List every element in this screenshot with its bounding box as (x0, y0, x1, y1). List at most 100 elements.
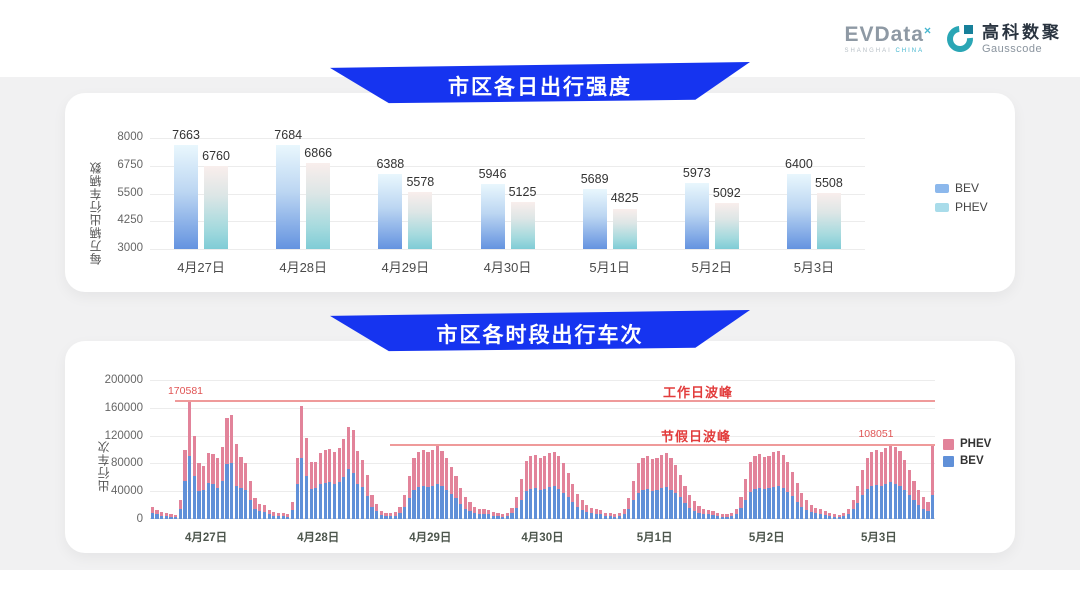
stacked-bar-bev (571, 502, 575, 519)
stacked-bar-bev (683, 503, 687, 519)
stacked-bar-bev (417, 487, 421, 519)
stacked-bar-bev (884, 484, 888, 519)
stacked-bar-bev (627, 508, 631, 519)
phev-swatch-icon (935, 202, 949, 212)
stacked-bar-bev (365, 496, 369, 519)
stacked-bar-bev (309, 489, 313, 519)
stacked-bar-phev (795, 482, 799, 502)
legend-item-phev[interactable]: PHEV (943, 438, 991, 450)
stacked-bar-bev (823, 514, 827, 519)
stacked-bar-phev (571, 484, 575, 503)
stacked-bar-phev (169, 514, 173, 517)
holiday-peak-line (390, 443, 935, 446)
stacked-bar-phev (753, 456, 757, 490)
evdata-logo-text: EVData× (844, 24, 931, 45)
stacked-bar-bev (636, 492, 640, 519)
x-tick-label: 4月28日 (297, 532, 340, 544)
stacked-bar-phev (225, 418, 229, 465)
stacked-bar-phev (669, 457, 673, 490)
stacked-bar-phev (893, 446, 897, 484)
stacked-bar-phev (912, 480, 916, 501)
stacked-bar-phev (790, 471, 795, 497)
stacked-bar-phev (832, 514, 837, 517)
stacked-bar-bev (276, 515, 281, 519)
stacked-bar-bev (650, 490, 654, 519)
stacked-bar-phev (426, 452, 430, 488)
stacked-bar-phev (300, 405, 304, 458)
stacked-bar-phev (328, 448, 332, 483)
gausscode-cn-name: 高科数聚 (982, 22, 1062, 42)
stacked-bar-phev (655, 457, 659, 490)
stacked-bar-bev (169, 516, 173, 519)
stacked-bar-bev (907, 495, 911, 519)
legend-item-bev[interactable]: BEV (943, 455, 991, 467)
stacked-bar-phev (781, 455, 785, 489)
chart2-title: 市区各时段出行车次 (436, 324, 644, 347)
legend-label-phev: PHEV (955, 200, 988, 214)
stacked-bar-bev (403, 507, 407, 519)
stacked-bar-bev (912, 500, 916, 519)
gridline (150, 407, 935, 409)
stacked-bar-bev (370, 506, 374, 519)
stacked-bar-phev (688, 495, 692, 508)
stacked-bar-bev (842, 516, 846, 519)
stacked-bar-bev (519, 499, 524, 519)
legend-item-phev[interactable]: PHEV (935, 200, 988, 214)
stacked-bar-phev (898, 450, 902, 486)
stacked-bar-phev (678, 474, 682, 498)
legend-item-bev[interactable]: BEV (935, 181, 988, 195)
stacked-bar-bev (487, 514, 491, 519)
stacked-bar-phev (258, 503, 262, 512)
stacked-bar-bev (463, 508, 467, 519)
stacked-bar-bev (290, 509, 295, 519)
hourly-trips-card: 出行车次 200000 160000 120000 80000 40000 0 4月27日 4… (65, 341, 1015, 553)
stacked-bar-phev (711, 510, 715, 515)
bar-phev (204, 165, 229, 249)
stacked-bar-bev (239, 488, 243, 519)
stacked-bar-phev (253, 498, 257, 509)
stacked-bar-phev (417, 451, 421, 488)
stacked-bar-phev (360, 459, 365, 488)
stacked-bar-bev (510, 513, 514, 519)
x-tick-label: 5月3日 (861, 532, 897, 544)
stacked-bar-phev (603, 512, 608, 516)
x-tick-label: 4月27日 (177, 260, 225, 275)
stacked-bar-phev (767, 455, 771, 489)
x-tick-label: 4月28日 (279, 260, 328, 275)
stacked-bar-bev (622, 514, 626, 519)
stacked-bar-bev (468, 510, 472, 519)
stacked-bar-bev (505, 515, 509, 519)
header-logos: EVData× SHANGHAI CHINA 高科数聚 Gausscode (844, 18, 1062, 60)
stacked-bar-bev (337, 482, 341, 519)
stacked-bar-bev (585, 512, 589, 519)
y-tick-label: 40000 (111, 485, 143, 498)
stacked-bar-bev (879, 486, 883, 519)
stacked-bar-bev (160, 515, 164, 519)
stacked-bar-phev (697, 505, 701, 513)
stacked-bar-bev (809, 512, 813, 519)
stacked-bar-phev (870, 452, 874, 487)
stacked-bar-phev (636, 463, 640, 493)
stacked-bar-phev (468, 501, 472, 511)
stacked-bar-bev (314, 487, 318, 519)
stacked-bar-bev (407, 498, 411, 519)
stacked-bar-phev (702, 508, 706, 515)
stacked-bar-bev (720, 516, 724, 519)
x-tick-label: 5月1日 (636, 532, 673, 544)
stacked-bar-phev (608, 513, 612, 517)
stacked-bar-phev (716, 512, 720, 516)
stacked-bar-bev (524, 491, 528, 519)
stacked-bar-bev (426, 487, 430, 519)
stacked-bar-phev (585, 505, 589, 513)
stacked-bar-bev (664, 487, 668, 519)
stacked-bar-phev (828, 512, 832, 516)
stacked-bar-phev (477, 508, 481, 515)
stacked-bar-phev (547, 452, 552, 488)
bar-phev (816, 193, 841, 249)
stacked-bar-bev (318, 484, 323, 519)
stacked-bar-phev (613, 514, 617, 517)
y-tick-label: 200000 (104, 374, 143, 386)
stacked-bar-bev (870, 486, 874, 519)
y-tick-label: 160000 (104, 401, 143, 414)
stacked-bar-bev (328, 482, 332, 519)
